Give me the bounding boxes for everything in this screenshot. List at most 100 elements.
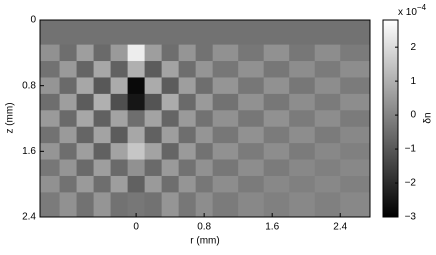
heatmap-cell: [289, 61, 316, 78]
heatmap-cell: [212, 110, 239, 128]
heatmap-cell: [340, 126, 371, 144]
heatmap-cell: [289, 93, 316, 111]
heatmap-cell: [76, 61, 95, 78]
heatmap-cell: [340, 77, 371, 95]
heatmap-cell: [178, 77, 197, 95]
heatmap-cell: [289, 159, 316, 177]
heatmap-cell: [314, 175, 341, 193]
heatmap-cell: [340, 61, 371, 78]
heatmap-cell: [263, 143, 290, 161]
heatmap-cell: [93, 192, 112, 218]
heatmap-cell: [195, 44, 214, 62]
heatmap-cell: [263, 192, 290, 218]
heatmap-cell: [212, 175, 239, 193]
heatmap-cell: [178, 61, 197, 78]
heatmap-cell: [314, 93, 341, 111]
heatmap-cell: [238, 126, 265, 144]
heatmap-cell: [161, 61, 180, 78]
heatmap-cell: [314, 192, 341, 218]
heatmap-cell: [340, 93, 371, 111]
heatmap-cell: [340, 143, 371, 161]
heatmap-cell: [110, 77, 129, 95]
heatmap-cell: [127, 126, 146, 144]
heatmap-cell: [110, 20, 129, 46]
colorbar-tick-label: 0: [410, 110, 416, 121]
heatmap-cell: [110, 110, 129, 128]
heatmap-cell: [76, 93, 95, 111]
heatmap-cell: [263, 126, 290, 144]
heatmap-cell: [212, 93, 239, 111]
colorbar-tick-label: −3: [405, 212, 417, 223]
heatmap-cell: [238, 175, 265, 193]
heatmap-cell: [178, 192, 197, 218]
colorbar-tick-label: −1: [405, 144, 417, 155]
heatmap-cell: [195, 175, 214, 193]
heatmap-cell: [212, 61, 239, 78]
heatmap-cell: [59, 20, 78, 46]
x-tick-label: 0.8: [197, 222, 211, 233]
heatmap-cell: [195, 159, 214, 177]
heatmap-cell: [289, 77, 316, 95]
heatmap-cell: [238, 20, 265, 46]
heatmap-cell: [178, 93, 197, 111]
heatmap-cell: [161, 126, 180, 144]
heatmap-cell: [212, 192, 239, 218]
heatmap-cell: [144, 126, 163, 144]
heatmap-cell: [93, 93, 112, 111]
heatmap-cell: [212, 20, 239, 46]
heatmap-cell: [263, 93, 290, 111]
heatmap-cell: [195, 126, 214, 144]
heatmap-cell: [314, 110, 341, 128]
heatmap-cell: [263, 77, 290, 95]
heatmap-cell: [178, 126, 197, 144]
heatmap-cell: [93, 143, 112, 161]
heatmap-cell: [144, 61, 163, 78]
heatmap-cell: [59, 93, 78, 111]
heatmap-cell: [110, 44, 129, 62]
heatmap-cell: [93, 77, 112, 95]
heatmap-cell: [212, 159, 239, 177]
heatmap-cell: [178, 44, 197, 62]
heatmap-cell: [144, 175, 163, 193]
heatmap-cell: [127, 110, 146, 128]
heatmap-cell: [40, 20, 61, 46]
heatmap-cell: [40, 126, 61, 144]
y-axis-label: z (mm): [5, 102, 16, 133]
heatmap-cell: [178, 110, 197, 128]
heatmap-cell: [127, 159, 146, 177]
heatmap-cell: [195, 93, 214, 111]
heatmap-cell: [238, 192, 265, 218]
heatmap-cell: [178, 20, 197, 46]
heatmap-cell: [195, 20, 214, 46]
heatmap-cell: [76, 143, 95, 161]
heatmap-cell: [195, 192, 214, 218]
heatmap-cell: [40, 110, 61, 128]
y-tick-label: 2.4: [22, 212, 36, 223]
heatmap-cell: [59, 126, 78, 144]
y-tick-label: 0: [30, 15, 36, 26]
heatmap-cell: [289, 126, 316, 144]
heatmap-cell: [76, 110, 95, 128]
heatmap-cell: [127, 93, 146, 111]
heatmap-cell: [263, 44, 290, 62]
heatmap-cell: [161, 20, 180, 46]
heatmap-cell: [59, 110, 78, 128]
heatmap-cell: [161, 192, 180, 218]
x-axis-label: r (mm): [190, 236, 219, 247]
x-tick-label: 0: [133, 222, 139, 233]
heatmap-cell: [263, 61, 290, 78]
heatmap-cell: [238, 61, 265, 78]
heatmap-cell: [238, 93, 265, 111]
heatmap-cell: [144, 77, 163, 95]
heatmap-cell: [40, 77, 61, 95]
heatmap-cell: [59, 77, 78, 95]
colorbar-scale-base: x 10: [398, 7, 417, 18]
heatmap-cell: [40, 44, 61, 62]
heatmap-cell: [314, 77, 341, 95]
y-tick-label: 0.8: [22, 80, 36, 91]
heatmap-cell: [340, 20, 371, 46]
heatmap-cell: [144, 159, 163, 177]
heatmap-cell: [59, 61, 78, 78]
heatmap-cell: [161, 93, 180, 111]
